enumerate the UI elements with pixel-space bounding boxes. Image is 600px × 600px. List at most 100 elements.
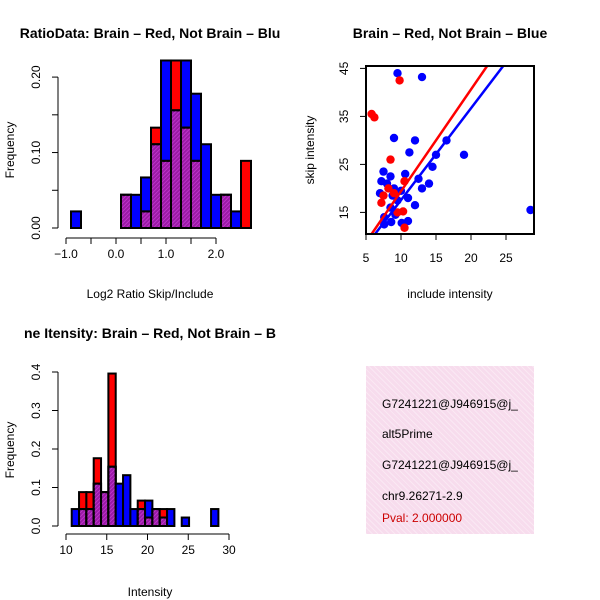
- hist1-hatch-line: [221, 202, 231, 214]
- hist1-hatch-line: [161, 164, 171, 176]
- scatter-points-layer: [367, 66, 534, 234]
- hist2-y-axis: 0.0 0.1 0.2 0.3 0.4: [29, 363, 59, 534]
- hist1-hatch-line: [82, 195, 115, 228]
- hist1-hatch-line: [161, 208, 171, 220]
- hist1-hatch-line: [171, 201, 181, 213]
- hist1-hatch-line: [146, 222, 151, 228]
- hist2-x-tick-label: 25: [182, 543, 196, 557]
- scatter-point-blue-15: [386, 172, 395, 181]
- hist1-bar-13: [200, 143, 212, 229]
- scatter-point-blue-29: [377, 177, 386, 186]
- scatter-point-blue-3: [389, 133, 399, 143]
- hist1-hatch-line: [181, 203, 191, 215]
- hist2-y-tick-label: 0.4: [29, 363, 43, 380]
- gene-info-panel: G7241221@J946915@j_ alt5Prime G7241221@J…: [366, 366, 534, 534]
- hist2-hatch-line: [152, 513, 160, 523]
- hist1-hatch-line: [151, 179, 161, 191]
- hist2-bar-19: [210, 508, 220, 527]
- hist2-y-tick-label: 0.2: [29, 440, 43, 457]
- scatter-x-tick-label: 25: [499, 251, 513, 265]
- hist1-x-axis: −1.0 0.0 1.0 2.0: [54, 237, 225, 261]
- fit-line-red: [370, 66, 489, 234]
- hist1-hatch-line: [191, 168, 201, 180]
- scatter-x-axis: 5 10 15 20 25: [363, 234, 513, 265]
- hist2-hatch-line: [86, 513, 94, 523]
- scatter-point-blue-7: [459, 150, 469, 159]
- hist2-hatch-line: [93, 516, 102, 525]
- hist1-hatch-line: [191, 164, 201, 176]
- scatter-panel: Brain – Red, Not Brain – Blue include in…: [303, 25, 547, 301]
- hist1-hatch-line: [191, 208, 201, 220]
- scatter-y-axis: 15 25 35 45: [337, 61, 366, 219]
- hist1-hatch-line: [181, 207, 191, 219]
- hist1-y-tick-label: 0.10: [29, 141, 43, 165]
- hist1-hatch-line: [151, 211, 161, 223]
- scatter-point-red-10: [377, 198, 386, 207]
- hist1-hatch-line: [221, 198, 231, 210]
- hist1-hatch-line: [191, 212, 201, 224]
- scatter-point-red-11: [389, 189, 399, 198]
- hist1-hatch-line: [151, 207, 161, 219]
- scatter-plot-area: [365, 65, 535, 235]
- hist2-bar-13: [166, 508, 176, 527]
- hist2-x-tick-label: 20: [141, 543, 155, 557]
- hist2-bar-7: [122, 474, 132, 527]
- event-type-text: alt5Prime: [382, 427, 433, 441]
- hist2-hatch-line: [79, 517, 87, 526]
- hist2-hatch-line: [137, 517, 146, 526]
- scatter-x-tick-label: 20: [464, 251, 478, 265]
- hist1-hatch-line: [221, 214, 231, 226]
- hist2-hatch-line: [79, 513, 87, 523]
- scatter-point-blue-11: [417, 184, 427, 193]
- hist2-hatch-line: [148, 522, 153, 527]
- hist2-bar-8: [129, 508, 139, 527]
- hist1-ylabel: Frequency: [3, 122, 17, 179]
- hist1-hatch-line: [161, 168, 171, 180]
- hist1-hatch-line: [181, 175, 191, 187]
- scatter-y-tick-label: 35: [337, 109, 351, 123]
- hist2-hatch-line: [86, 517, 94, 526]
- hist2-hatch-line: [86, 509, 92, 515]
- hist1-hatch-line: [121, 206, 131, 218]
- hist1-hatch-line: [181, 171, 191, 183]
- scatter-point-blue-27: [403, 216, 413, 226]
- scatter-point-blue-8: [428, 162, 437, 171]
- hist1-hatch-line: [121, 194, 124, 198]
- scatter-y-tick-label: 15: [337, 205, 351, 219]
- hist1-bar-14: [210, 193, 222, 230]
- hist1-hatch-line: [171, 205, 181, 217]
- hist2-hatch-line: [93, 484, 102, 493]
- hist2-hatch-line: [152, 517, 160, 526]
- hist1-hatch-line: [86, 195, 119, 228]
- hist1-hatch-line: [161, 192, 171, 204]
- hist1-y-tick-label: 0.20: [29, 65, 43, 89]
- scatter-y-tick-label: 45: [337, 61, 351, 75]
- hist2-hatch-line: [137, 509, 143, 515]
- hist1-x-tick-label: 1.0: [158, 247, 175, 261]
- scatter-point-blue-2: [410, 136, 420, 145]
- scatter-x-tick-label: 15: [429, 251, 443, 265]
- location-text: chr9.26271-2.9: [382, 489, 463, 503]
- hist1-bar-17: [240, 159, 252, 230]
- pval-text: Pval: 2.000000: [382, 511, 463, 525]
- hist2-hatch-line: [137, 513, 146, 523]
- hist1-hatch-line: [141, 211, 151, 222]
- scatter-point-blue-10: [424, 179, 434, 188]
- hist1-hatch-line: [121, 194, 131, 206]
- hist1-title: RatioData: Brain – Red, Not Brain – Blu: [20, 25, 281, 41]
- scatter-point-red-1: [370, 113, 379, 122]
- scatter-point-blue-28: [526, 205, 534, 215]
- hist1-hatch-line: [78, 195, 111, 228]
- scatter-point-blue-24: [387, 217, 396, 227]
- hist2-hatch-line: [55, 509, 72, 526]
- hist1-hatch-line: [171, 121, 181, 133]
- hist2-hatch-line: [79, 509, 84, 515]
- hist2-bars: [55, 372, 220, 528]
- hist2-x-tick-label: 10: [59, 543, 73, 557]
- hist2-bar-0: [70, 508, 81, 527]
- scatter-y-tick-label: 25: [337, 157, 351, 171]
- scatter-point-red-9: [400, 223, 409, 232]
- hist2-hatch-line: [163, 522, 168, 527]
- hist2-y-tick-label: 0.3: [29, 402, 43, 419]
